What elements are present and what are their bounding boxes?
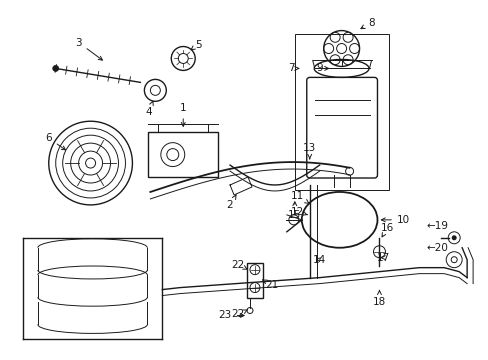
Text: 23: 23 [218, 310, 244, 320]
Text: 17: 17 [376, 253, 389, 263]
Text: 5: 5 [191, 40, 201, 50]
Text: 21: 21 [262, 280, 278, 289]
Text: ←19: ←19 [426, 221, 447, 231]
Text: 22: 22 [231, 310, 247, 319]
Bar [294, 33, 388, 190]
Circle shape [451, 235, 456, 240]
Text: 18: 18 [372, 291, 386, 306]
Text: 13: 13 [303, 143, 316, 159]
Text: 14: 14 [312, 255, 325, 265]
Text: 15: 15 [287, 202, 301, 220]
Text: 10: 10 [381, 215, 409, 225]
Bar [246, 263, 263, 298]
Text: 12: 12 [290, 207, 306, 217]
Text: 4: 4 [145, 101, 153, 117]
Polygon shape [229, 177, 251, 195]
Text: ←20: ←20 [426, 243, 447, 253]
Text: 22: 22 [231, 260, 247, 270]
Text: 7: 7 [288, 63, 298, 73]
Text: 8: 8 [360, 18, 374, 29]
Text: 16: 16 [380, 223, 393, 237]
Text: 9: 9 [316, 63, 328, 73]
Circle shape [53, 66, 59, 71]
Bar [148, 132, 218, 177]
Text: 3: 3 [75, 37, 102, 60]
Text: 1: 1 [180, 103, 186, 126]
Text: 11: 11 [290, 191, 309, 204]
Text: 2: 2 [226, 195, 236, 210]
Text: 6: 6 [45, 133, 65, 150]
